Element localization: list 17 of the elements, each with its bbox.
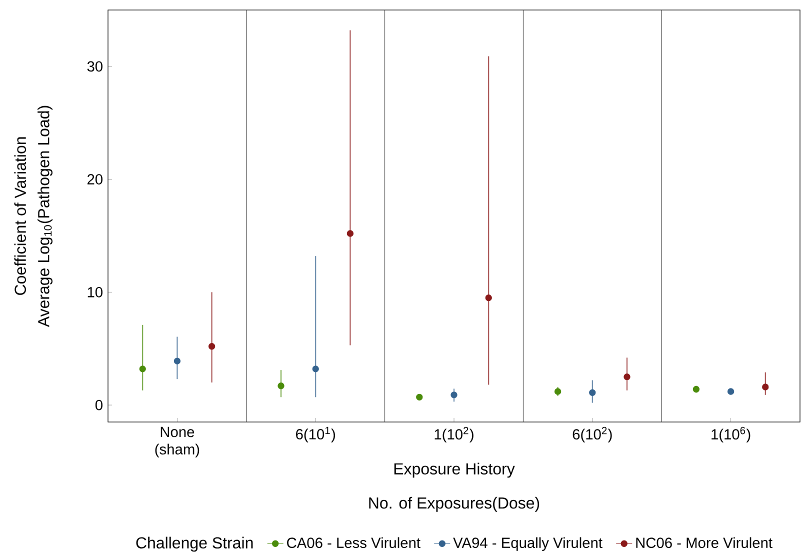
y-tick-label: 0 bbox=[95, 400, 102, 410]
y-axis-title: Coefficient of Variation bbox=[14, 137, 26, 295]
x-tick-label: None (sham) bbox=[155, 426, 200, 458]
x-tick-label: 6(10$^{2}$) bbox=[572, 426, 612, 442]
legend-label: NC06 - More Virulent bbox=[636, 537, 772, 548]
x-tick-label: 1(10$^{2}$) bbox=[434, 426, 474, 442]
x-tick-label: 1(10$^{6}$) bbox=[712, 426, 750, 442]
y-tick-label: 30 bbox=[87, 61, 102, 72]
text: Average Log$_{10}$(Pathogen Load) bbox=[38, 106, 52, 328]
x-axis-title: Exposure History bbox=[394, 462, 515, 478]
legend-title: Challenge Strain bbox=[136, 536, 253, 552]
x-tick-label: 6(10$^{1}$) bbox=[296, 426, 335, 442]
text: No. of Exposures(Dose) bbox=[369, 496, 540, 512]
y-tick-label: 20 bbox=[87, 174, 102, 184]
legend-label: CA06 - Less Virulent bbox=[287, 537, 420, 548]
legend-label: VA94 - Equally Virulent bbox=[453, 537, 602, 551]
y-tick-label: 10 bbox=[88, 287, 102, 298]
